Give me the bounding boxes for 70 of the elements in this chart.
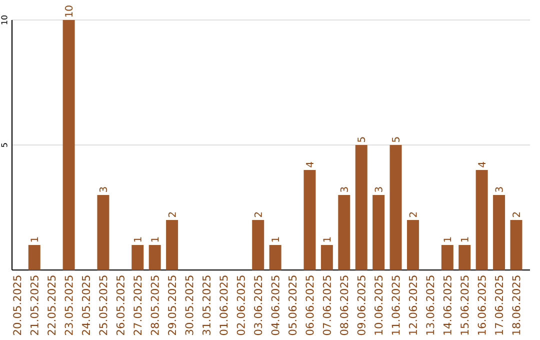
- x-tick-label: 22.05.2025: [48, 276, 56, 336]
- data-label: 1: [151, 237, 158, 242]
- x-tick-label: 07.06.2025: [322, 276, 331, 336]
- data-label: 2: [254, 212, 262, 218]
- x-tick-label: 04.06.2025: [271, 276, 280, 336]
- x-tick-label: 23.05.2025: [64, 276, 73, 336]
- bar: [338, 195, 350, 270]
- x-tick-label: 08.06.2025: [340, 276, 348, 336]
- x-tick-label: 02.06.2025: [236, 276, 245, 336]
- data-label: 3: [495, 187, 503, 192]
- x-tick-label: 16.06.2025: [478, 276, 486, 335]
- bar: [476, 170, 488, 270]
- data-label: 3: [374, 187, 382, 192]
- x-tick-label: 09.06.2025: [357, 276, 366, 336]
- bar: [269, 245, 282, 270]
- x-tick-label: 14.06.2025: [443, 276, 452, 335]
- bar: [493, 195, 506, 270]
- bar: [132, 245, 144, 270]
- x-tick-label: 21.05.2025: [30, 276, 38, 336]
- data-label: 10: [65, 6, 73, 17]
- x-tick-label: 27.05.2025: [134, 276, 142, 336]
- x-tick-label: 13.06.2025: [426, 276, 434, 335]
- x-tick-label: 30.05.2025: [185, 276, 194, 335]
- data-label: 1: [134, 237, 142, 242]
- data-label: 3: [340, 187, 348, 192]
- x-tick-label: 26.05.2025: [116, 276, 124, 336]
- x-tick-label: 31.05.2025: [202, 276, 210, 335]
- x-tick-label: 12.06.2025: [408, 276, 418, 335]
- data-label: 1: [444, 237, 452, 242]
- bar: [28, 245, 40, 270]
- bar: [390, 145, 402, 270]
- bar: [62, 20, 75, 270]
- data-label: 1: [30, 237, 38, 242]
- bar: [510, 220, 522, 270]
- x-tick-label: 01.06.2025: [220, 276, 228, 336]
- data-label: 2: [409, 212, 417, 218]
- x-tick-label: 24.05.2025: [82, 276, 90, 336]
- bar: [441, 245, 454, 270]
- bar: [458, 245, 471, 270]
- x-tick-label: 25.05.2025: [99, 276, 108, 336]
- x-tick-label: 03.06.2025: [254, 276, 262, 336]
- bar: [406, 220, 419, 270]
- x-tick-label: 17.06.2025: [494, 276, 504, 335]
- data-label: 2: [168, 212, 176, 218]
- bar: [166, 220, 178, 270]
- bar: [355, 145, 368, 270]
- bar: [304, 170, 316, 270]
- data-label: 4: [478, 162, 486, 168]
- data-label: 3: [99, 187, 107, 192]
- bar: [97, 195, 110, 270]
- bar: [320, 245, 333, 270]
- x-tick-label: 05.06.2025: [288, 276, 297, 336]
- data-label: 1: [272, 237, 279, 242]
- x-tick-label: 10.06.2025: [374, 276, 383, 335]
- x-tick-label: 28.05.2025: [150, 276, 159, 336]
- data-label: 5: [358, 137, 366, 142]
- data-label: 2: [512, 212, 520, 218]
- bar: [252, 220, 264, 270]
- x-tick-label: 11.06.2025: [392, 276, 400, 335]
- x-tick-label: 15.06.2025: [460, 276, 469, 335]
- x-tick-label: 29.05.2025: [168, 276, 176, 336]
- x-tick-label: 06.06.2025: [306, 276, 314, 336]
- x-tick-label: 18.06.2025: [512, 276, 520, 335]
- data-label: 4: [306, 162, 314, 168]
- data-label: 1: [460, 237, 468, 242]
- bar: [148, 245, 161, 270]
- x-tick-label: 20.05.2025: [13, 276, 22, 336]
- data-label: 5: [392, 137, 400, 142]
- bar: [372, 195, 385, 270]
- data-label: 1: [323, 237, 331, 242]
